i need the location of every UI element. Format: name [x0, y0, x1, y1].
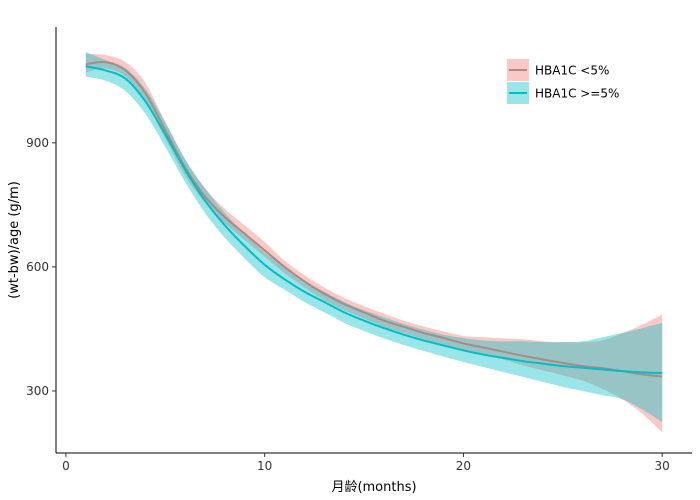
y-axis-ticks: 300 600 900	[26, 136, 56, 398]
series-line-2	[85, 65, 663, 375]
series-lines	[85, 60, 663, 378]
x-axis-ticks: 0 10 20 30	[62, 453, 670, 473]
y-axis-title: (wt-bw)/age (g/m)	[7, 181, 22, 299]
y-tick-label: 600	[26, 260, 49, 274]
y-tick-label: 900	[26, 136, 49, 150]
legend: HBA1C <5% HBA1C >=5%	[507, 59, 619, 104]
legend-item-2: HBA1C >=5%	[507, 82, 619, 104]
confidence-bands	[85, 51, 663, 433]
x-tick-label: 0	[62, 459, 70, 473]
y-tick-label: 300	[26, 384, 49, 398]
series-line-1	[85, 60, 663, 378]
legend-label-1: HBA1C <5%	[535, 64, 609, 78]
x-tick-label: 20	[456, 459, 471, 473]
legend-item-1: HBA1C <5%	[507, 59, 609, 81]
x-axis-title: 月龄(months)	[331, 480, 416, 495]
x-tick-label: 10	[257, 459, 272, 473]
legend-label-2: HBA1C >=5%	[535, 87, 619, 101]
x-tick-label: 30	[655, 459, 670, 473]
